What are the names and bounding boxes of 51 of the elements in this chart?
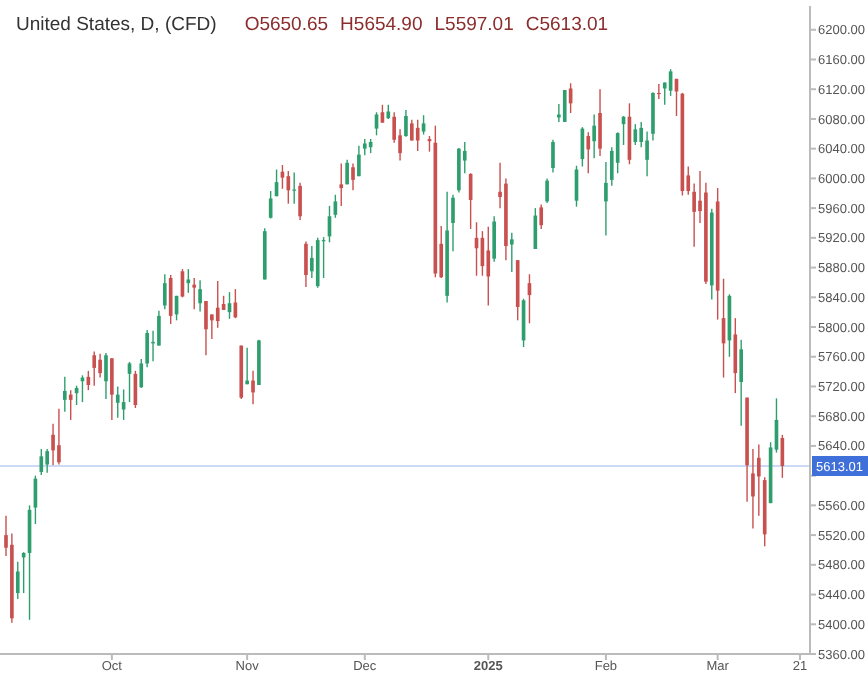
candlestick [310, 245, 314, 279]
candlestick [62, 376, 67, 413]
candlestick [515, 259, 520, 322]
candlestick [486, 226, 491, 307]
candlestick [509, 231, 514, 273]
candlestick [421, 114, 426, 136]
candlestick [39, 448, 44, 476]
candlestick [57, 408, 61, 466]
annotation: L5597.01 [434, 14, 514, 36]
candlestick [633, 123, 638, 146]
candlestick [492, 215, 496, 263]
candlestick [292, 171, 297, 205]
candlestick [68, 389, 73, 421]
candlestick [104, 352, 108, 400]
candlestick [457, 147, 461, 194]
annotation: H5654.90 [340, 14, 423, 36]
candlestick [415, 119, 420, 152]
candlestick [110, 357, 114, 421]
candlestick [592, 113, 596, 160]
candlestick [351, 162, 355, 191]
candlestick [339, 162, 344, 207]
annotation: C5613.01 [525, 14, 609, 36]
candlestick [251, 370, 255, 406]
candlestick [345, 159, 349, 186]
candlestick [657, 83, 661, 100]
candlestick [739, 338, 744, 427]
candlestick [98, 353, 102, 379]
candlestick [92, 350, 97, 387]
text: United States, D, (CFD) [16, 14, 217, 36]
candlestick [586, 131, 591, 174]
annotation: O5650.65 [244, 14, 329, 36]
candlestick [286, 170, 291, 205]
candlestick [315, 237, 320, 289]
candlestick [198, 279, 202, 313]
candlestick [598, 88, 602, 157]
candlestick [733, 317, 738, 394]
candlestick [115, 385, 120, 419]
candlestick [204, 300, 208, 356]
candlestick [304, 240, 308, 288]
candlestick [551, 139, 555, 174]
candlestick [545, 177, 549, 204]
candlestick [257, 338, 261, 386]
candlestick [357, 145, 361, 177]
candlestick [539, 203, 544, 230]
candlestick [562, 89, 567, 123]
candlestick [298, 182, 302, 221]
candlestick [162, 273, 167, 310]
candlestick [404, 109, 408, 138]
candlestick [45, 448, 49, 474]
candlestick [192, 277, 197, 310]
candlestick [168, 274, 173, 325]
